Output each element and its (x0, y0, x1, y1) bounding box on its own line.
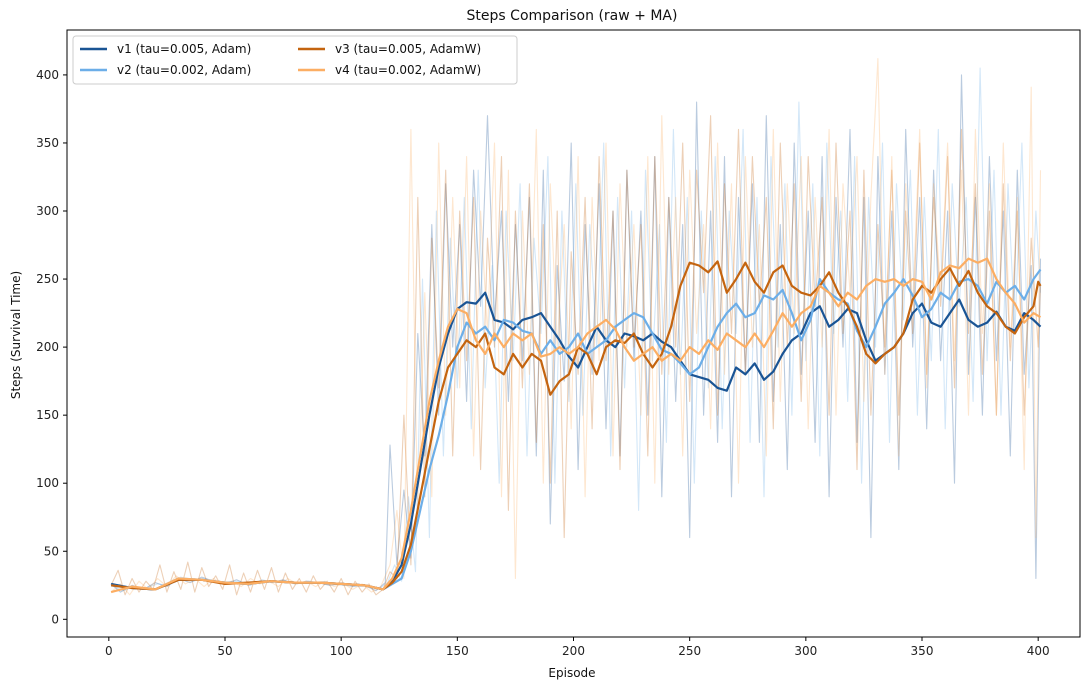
x-tick-label: 250 (678, 644, 701, 658)
legend-label-series-3: v3 (tau=0.005, AdamW) (335, 42, 481, 56)
x-tick-label: 400 (1027, 644, 1050, 658)
y-tick-label: 350 (36, 136, 59, 150)
y-axis: 0 50 100 150 200 250 300 350 400 (36, 68, 67, 626)
ma-line-series-3 (110, 260, 1042, 591)
x-axis-label: Episode (548, 666, 595, 680)
legend-box (72, 35, 518, 85)
moving-average-layer (110, 257, 1042, 594)
x-tick-label: 50 (217, 644, 232, 658)
x-tick-label: 150 (446, 644, 469, 658)
x-axis: 0 50 100 150 200 250 300 350 400 (105, 637, 1050, 658)
ma-line-series-4 (110, 257, 1042, 594)
y-tick-label: 0 (51, 612, 59, 626)
chart-title: Steps Comparison (raw + MA) (467, 8, 678, 24)
y-tick-label: 200 (36, 340, 59, 354)
legend: v1 (tau=0.005, Adam) v2 (tau=0.002, Adam)… (72, 35, 518, 85)
y-tick-label: 50 (44, 544, 59, 558)
y-tick-label: 250 (36, 272, 59, 286)
x-tick-label: 200 (562, 644, 585, 658)
y-axis-label: Steps (Survival Time) (9, 271, 23, 399)
x-tick-label: 300 (794, 644, 817, 658)
y-tick-label: 300 (36, 204, 59, 218)
y-tick-label: 100 (36, 476, 59, 490)
y-tick-label: 400 (36, 68, 59, 82)
legend-label-series-2: v2 (tau=0.002, Adam) (117, 63, 251, 77)
legend-label-series-1: v1 (tau=0.005, Adam) (117, 42, 251, 56)
x-tick-label: 350 (911, 644, 934, 658)
x-tick-label: 0 (105, 644, 113, 658)
legend-label-series-4: v4 (tau=0.002, AdamW) (335, 63, 481, 77)
x-tick-label: 100 (330, 644, 353, 658)
ma-line-series-1 (110, 291, 1042, 591)
y-tick-label: 150 (36, 408, 59, 422)
